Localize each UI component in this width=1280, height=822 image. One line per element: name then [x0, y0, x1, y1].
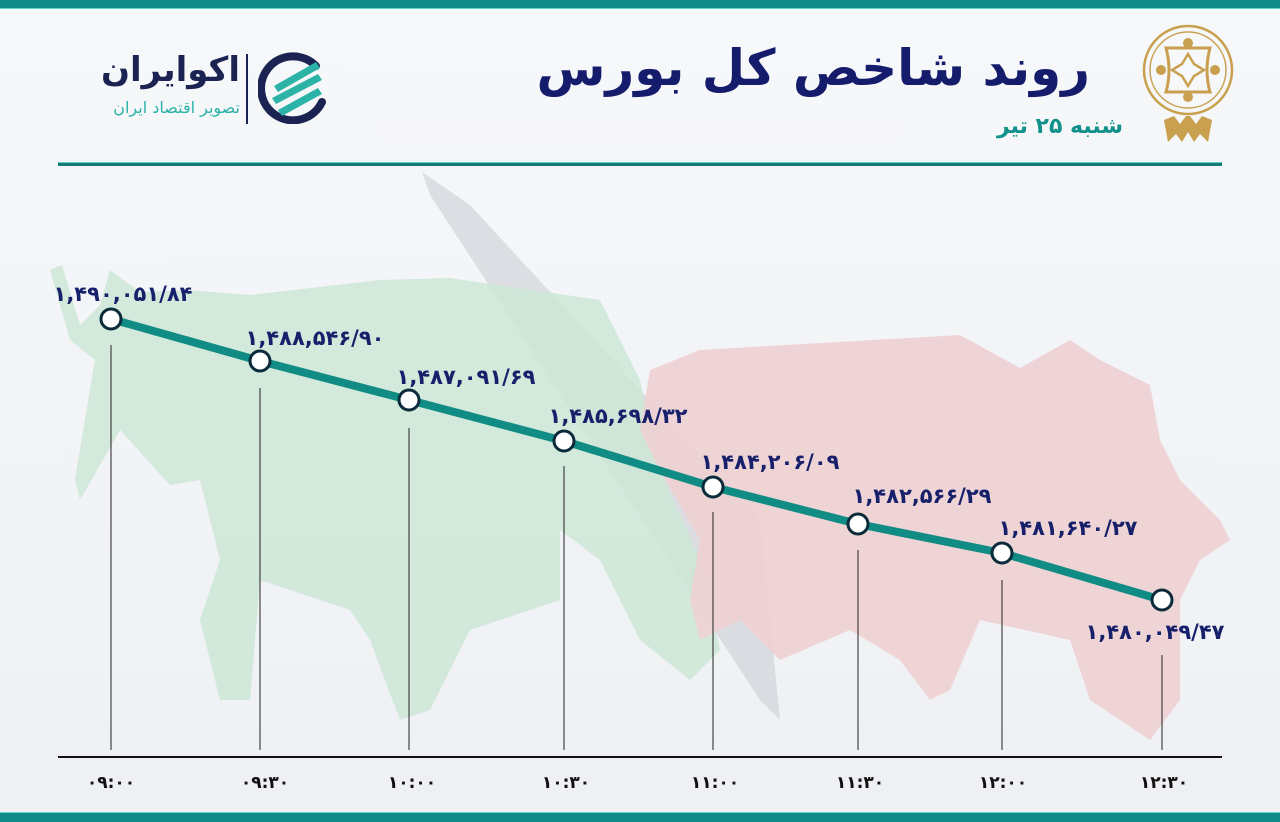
ecoiran-logo-icon — [258, 52, 326, 124]
x-tick-label: ۱۲:۰۰ — [978, 773, 1028, 793]
data-point — [248, 349, 272, 373]
x-tick-label: ۱۱:۰۰ — [690, 773, 740, 793]
bottom-accent-bar — [0, 812, 1280, 822]
data-point — [990, 541, 1014, 565]
brand-divider — [246, 54, 248, 124]
page-title: روند شاخص کل بورس — [536, 39, 1090, 97]
x-tick-label: ۱۰:۰۰ — [387, 773, 437, 793]
date-subtitle: شنبه ۲۵ تیر — [996, 114, 1123, 139]
index-line — [107, 315, 1166, 604]
data-label: ۱,۴۸۲,۵۶۶/۲۹ — [852, 484, 992, 508]
data-label: ۱,۴۸۰,۰۴۹/۴۷ — [1085, 620, 1225, 644]
data-label: ۱,۴۸۵,۶۹۸/۳۲ — [548, 404, 688, 428]
data-label: ۱,۴۸۸,۵۴۶/۹۰ — [245, 326, 385, 350]
tehran-stock-exchange-emblem-icon — [1142, 24, 1234, 142]
x-tick-label: ۰۹:۳۰ — [240, 773, 290, 793]
data-markers — [99, 307, 1174, 612]
x-tick-label: ۰۹:۰۰ — [86, 773, 136, 793]
data-point — [701, 475, 725, 499]
data-label: ۱,۴۹۰,۰۵۱/۸۴ — [53, 282, 193, 306]
data-point — [552, 429, 576, 453]
top-accent-bar — [0, 0, 1280, 9]
brand-tagline: تصویر اقتصاد ایران — [113, 98, 240, 117]
data-label: ۱,۴۸۷,۰۹۱/۶۹ — [396, 365, 536, 389]
x-tick-label: ۱۲:۳۰ — [1139, 773, 1189, 793]
drop-lines — [110, 345, 1163, 750]
bull-silhouette — [50, 265, 720, 720]
data-point — [99, 307, 123, 331]
brand-name: اکوایران — [101, 50, 240, 90]
data-point — [1150, 588, 1174, 612]
data-label: ۱,۴۸۴,۲۰۶/۰۹ — [700, 450, 840, 474]
data-point — [846, 512, 870, 536]
x-tick-label: ۱۰:۳۰ — [541, 773, 591, 793]
data-point — [397, 388, 421, 412]
data-label: ۱,۴۸۱,۶۴۰/۲۷ — [998, 516, 1138, 540]
header-divider — [58, 162, 1222, 166]
x-tick-label: ۱۱:۳۰ — [835, 773, 885, 793]
brand-block: اکوایران تصویر اقتصاد ایران — [70, 48, 340, 128]
